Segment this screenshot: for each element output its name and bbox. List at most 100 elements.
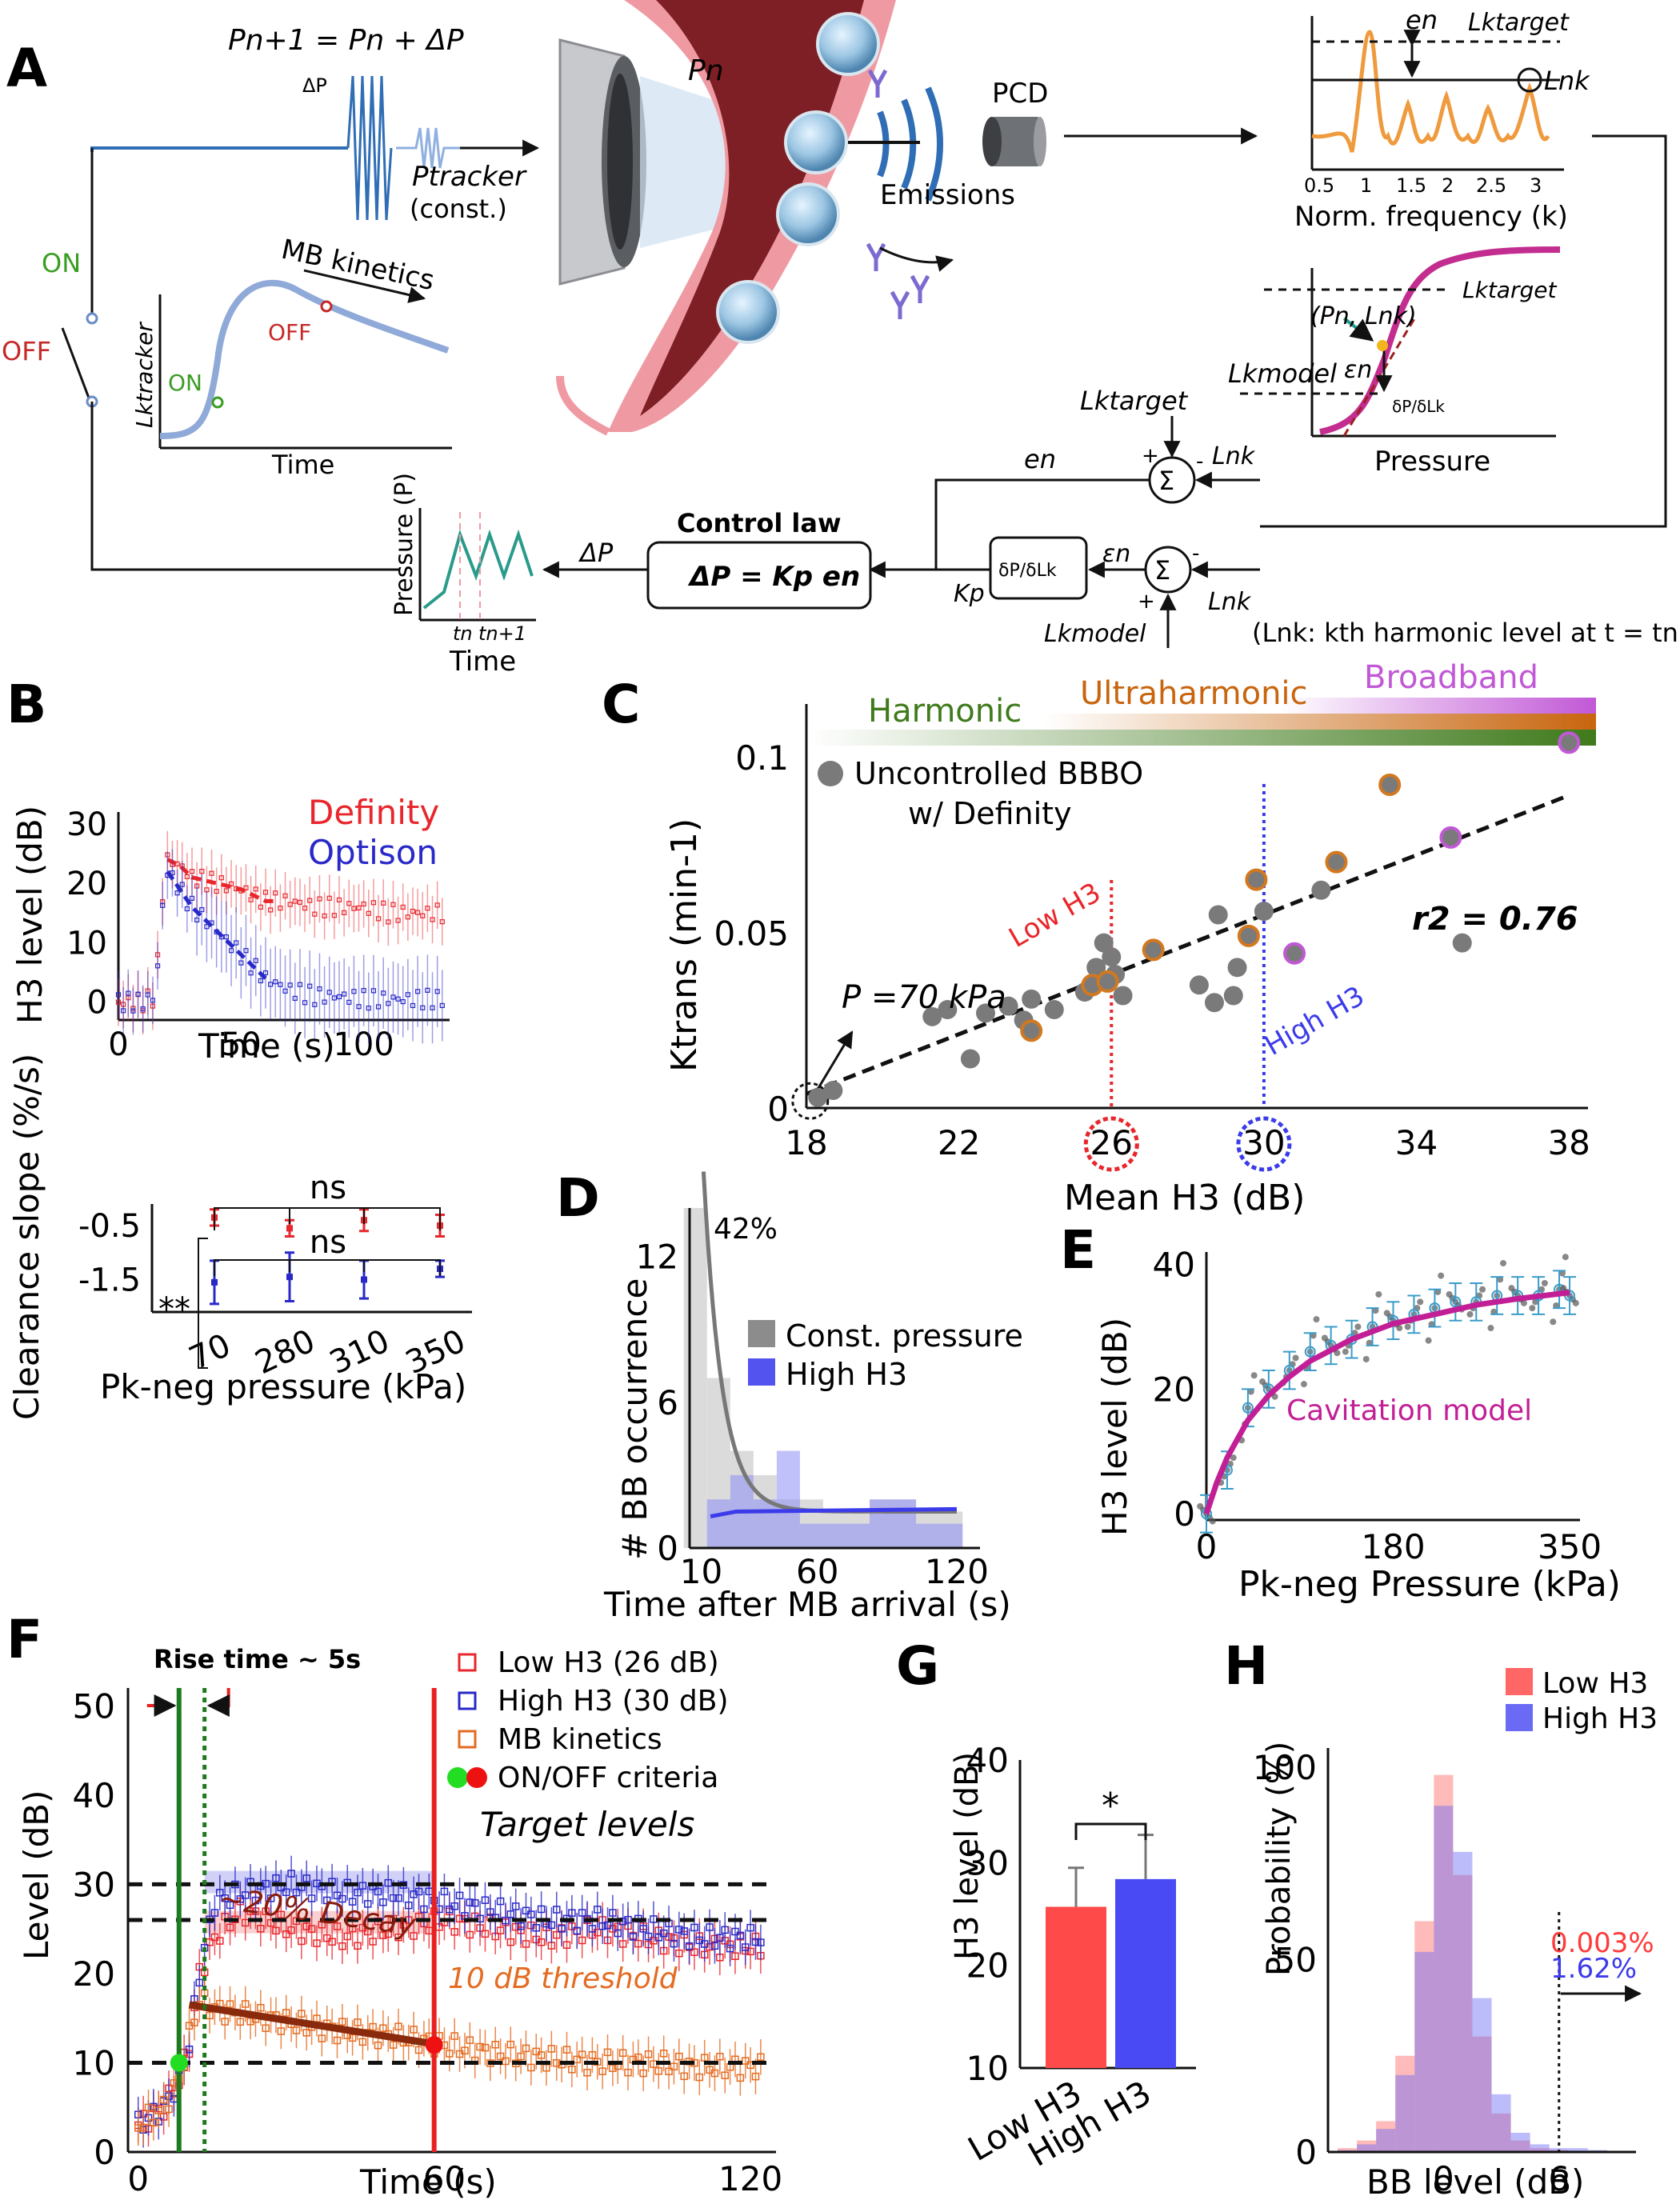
f-point-0 [450, 1928, 458, 1936]
g-sig-star: * [1102, 1786, 1119, 1826]
lnk-marker [1517, 67, 1542, 93]
f-point-1 [251, 1896, 260, 1905]
b-top-point-0 [292, 898, 298, 904]
e-raw-point [1396, 1325, 1403, 1332]
c-p70-arrow [814, 1030, 854, 1093]
f-point-2 [716, 2053, 724, 2061]
pcd-label: PCD [992, 78, 1048, 110]
f-point-2 [522, 2044, 530, 2053]
eps-signal: εn [1102, 540, 1130, 568]
f-point-1 [470, 1898, 479, 1907]
b-top-point-1 [287, 982, 293, 988]
f-point-2 [491, 2041, 499, 2049]
b-top-xtick: 0 [108, 1026, 128, 1063]
f-point-0 [731, 1952, 739, 1960]
b-bottom-ylabel: Clearance slope (%/s) [7, 1054, 46, 1420]
b-bot-point [286, 1274, 293, 1281]
f-point-2 [517, 2052, 525, 2061]
b-top-point-1 [415, 989, 421, 994]
b-top-point-0 [258, 904, 263, 910]
h-bar-0 [1338, 2148, 1358, 2152]
b-bot-point [361, 1276, 367, 1283]
e-raw-point [1366, 1339, 1373, 1346]
e-raw-point [1372, 1307, 1379, 1314]
sum-symbol-2: Σ [1154, 555, 1170, 586]
e-xtick: 180 [1361, 1527, 1425, 1566]
f-point-1 [629, 1933, 638, 1941]
f-point-1 [757, 1938, 765, 1946]
f-point-0 [333, 1922, 342, 1930]
d-bar-1 [846, 1523, 870, 1548]
d-fit-high [710, 1506, 957, 1518]
b-top-point-1 [342, 991, 347, 997]
f-point-1 [287, 1870, 295, 1878]
b-top-point-1 [434, 989, 440, 994]
f-rise-arrow-right [206, 1688, 230, 1717]
panel-letter-f: F [6, 1609, 42, 1670]
feedback-wire [90, 402, 400, 571]
h-legend-low: Low H3 [1542, 1667, 1648, 1700]
b-top-ylabel: H3 level (dB) [10, 806, 50, 1024]
b-top-point-0 [361, 901, 366, 907]
d-ylabel: # BB occurrence [615, 1278, 654, 1560]
f-off-marker [425, 2036, 443, 2054]
b-top-point-0 [370, 900, 377, 906]
c-point-harmonic [1086, 958, 1106, 978]
sig-ns-2: ns [310, 1224, 346, 1261]
freq-tick-4: 2.5 [1476, 174, 1506, 197]
f-point-1 [522, 1906, 530, 1915]
minus-1: - [1196, 450, 1203, 474]
f-xlabel: Time (s) [359, 2162, 497, 2202]
e-raw-point [1529, 1305, 1536, 1312]
freq-tick-1: 1 [1360, 174, 1372, 197]
e-raw-point [1572, 1299, 1579, 1306]
ltarget-label: Lktarget [1468, 9, 1570, 37]
legend-marker-h-low [1506, 1668, 1533, 1695]
inset-on-label: ON [168, 370, 202, 396]
f-ylabel: Level (dB) [17, 1790, 56, 1960]
b-top-point-1 [189, 895, 195, 901]
b-top-point-0 [415, 910, 421, 915]
f-point-2 [389, 2041, 398, 2049]
low-h3-label: Low H3 [1004, 877, 1106, 954]
f-point-0 [348, 1924, 357, 1933]
f-point-1 [348, 1898, 357, 1906]
control-law-eq: ΔP = Kp en [687, 561, 860, 593]
f-point-2 [333, 2036, 342, 2045]
f-point-0 [369, 1938, 377, 1946]
b-top-point-1 [135, 991, 141, 997]
f-point-0 [282, 1930, 290, 1938]
chart-f: 0 60 120 0 10 20 30 40 50 [73, 1686, 783, 2198]
b-top-point-1 [273, 979, 278, 985]
e-raw-point [1434, 1288, 1442, 1295]
h-legend-high: High H3 [1542, 1702, 1658, 1735]
f-point-2 [583, 2068, 591, 2077]
f-ytick: 0 [94, 2133, 115, 2172]
e-mean-point [1450, 1296, 1462, 1308]
f-point-2 [277, 2027, 286, 2035]
b-top-point-0 [297, 899, 303, 905]
e-raw-point [1417, 1298, 1424, 1306]
b-top-point-0 [130, 1006, 136, 1011]
f-point-2 [644, 2050, 653, 2058]
en-label: en [1406, 5, 1438, 35]
f-point-2 [573, 2055, 582, 2064]
b-top-point-0 [248, 897, 254, 902]
plus-1: + [1142, 444, 1159, 468]
c-point-harmonic [808, 1087, 828, 1107]
f-point-0 [216, 1937, 224, 1945]
panel-h: H 0 6 0 50 100 Low H3 High H3 0.003% 1.62% P… [1224, 1635, 1658, 2202]
control-loop: Lktarget Σ + - Lnk en Σ + - Lnk Lkmodel … [542, 386, 1260, 648]
b-top-point-1 [361, 988, 366, 994]
f-point-1 [614, 1929, 622, 1938]
lmodel-label: Lkmodel [1228, 358, 1337, 389]
sig-stars: ** [158, 1291, 190, 1328]
b-top-point-0 [194, 883, 200, 889]
f-point-0 [338, 1942, 346, 1950]
f-point-1 [598, 1922, 606, 1930]
legend-uncontrolled-2: w/ Definity [908, 796, 1072, 831]
f-point-1 [354, 1888, 362, 1897]
c-point-harmonic [1311, 880, 1331, 900]
b-top-fit-0 [166, 858, 276, 903]
b-top-point-1 [154, 963, 161, 969]
